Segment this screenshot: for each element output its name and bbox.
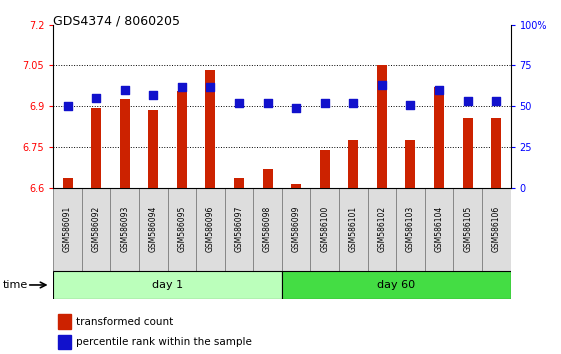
FancyBboxPatch shape	[310, 188, 339, 271]
Point	[91, 95, 100, 101]
FancyBboxPatch shape	[53, 188, 82, 271]
Bar	[58, 314, 71, 329]
FancyBboxPatch shape	[53, 271, 282, 299]
Text: GSM586091: GSM586091	[63, 206, 72, 252]
FancyBboxPatch shape	[196, 188, 225, 271]
Point	[463, 98, 472, 104]
Bar	[234, 178, 244, 188]
Bar	[348, 140, 358, 188]
Text: GSM586099: GSM586099	[292, 206, 301, 252]
Point	[63, 103, 72, 109]
Text: transformed count: transformed count	[76, 317, 173, 327]
Point	[206, 84, 215, 90]
Bar	[291, 183, 301, 188]
Bar	[263, 169, 273, 188]
FancyBboxPatch shape	[225, 188, 254, 271]
Text: GSM586092: GSM586092	[91, 206, 100, 252]
Text: GSM586106: GSM586106	[492, 206, 501, 252]
FancyBboxPatch shape	[282, 188, 310, 271]
Bar	[320, 150, 330, 188]
Text: time: time	[3, 280, 28, 290]
Point	[378, 82, 387, 88]
Bar	[119, 99, 130, 188]
Text: GSM586097: GSM586097	[234, 206, 243, 252]
Text: GSM586093: GSM586093	[120, 206, 129, 252]
FancyBboxPatch shape	[168, 188, 196, 271]
Bar	[63, 178, 72, 188]
FancyBboxPatch shape	[367, 188, 396, 271]
Text: GSM586102: GSM586102	[378, 206, 387, 252]
FancyBboxPatch shape	[396, 188, 425, 271]
Bar	[91, 108, 101, 188]
FancyBboxPatch shape	[139, 188, 168, 271]
Text: GSM586105: GSM586105	[463, 206, 472, 252]
Point	[349, 100, 358, 106]
Bar	[205, 70, 215, 188]
Text: GSM586095: GSM586095	[177, 206, 186, 252]
Text: day 60: day 60	[377, 280, 415, 290]
FancyBboxPatch shape	[482, 188, 511, 271]
Text: GSM586094: GSM586094	[149, 206, 158, 252]
Point	[149, 92, 158, 98]
FancyBboxPatch shape	[425, 188, 453, 271]
Point	[435, 87, 444, 93]
Point	[406, 102, 415, 107]
FancyBboxPatch shape	[453, 188, 482, 271]
Text: GSM586101: GSM586101	[349, 206, 358, 252]
Bar	[148, 110, 158, 188]
Point	[292, 105, 301, 111]
FancyBboxPatch shape	[111, 188, 139, 271]
Text: GSM586098: GSM586098	[263, 206, 272, 252]
Text: GSM586100: GSM586100	[320, 206, 329, 252]
Bar	[406, 140, 416, 188]
FancyBboxPatch shape	[339, 188, 367, 271]
Bar	[463, 118, 473, 188]
Bar	[177, 91, 187, 188]
Text: GSM586103: GSM586103	[406, 206, 415, 252]
Text: GSM586096: GSM586096	[206, 206, 215, 252]
Text: GSM586104: GSM586104	[435, 206, 444, 252]
FancyBboxPatch shape	[282, 271, 511, 299]
Bar	[377, 65, 387, 188]
Bar	[58, 335, 71, 349]
Text: GDS4374 / 8060205: GDS4374 / 8060205	[53, 14, 180, 27]
Bar	[491, 118, 501, 188]
FancyBboxPatch shape	[254, 188, 282, 271]
FancyBboxPatch shape	[82, 188, 111, 271]
Text: day 1: day 1	[152, 280, 183, 290]
Point	[320, 100, 329, 106]
Point	[263, 100, 272, 106]
Bar	[434, 87, 444, 188]
Point	[120, 87, 129, 93]
Text: percentile rank within the sample: percentile rank within the sample	[76, 337, 252, 347]
Point	[234, 100, 243, 106]
Point	[177, 84, 186, 90]
Point	[492, 98, 501, 104]
